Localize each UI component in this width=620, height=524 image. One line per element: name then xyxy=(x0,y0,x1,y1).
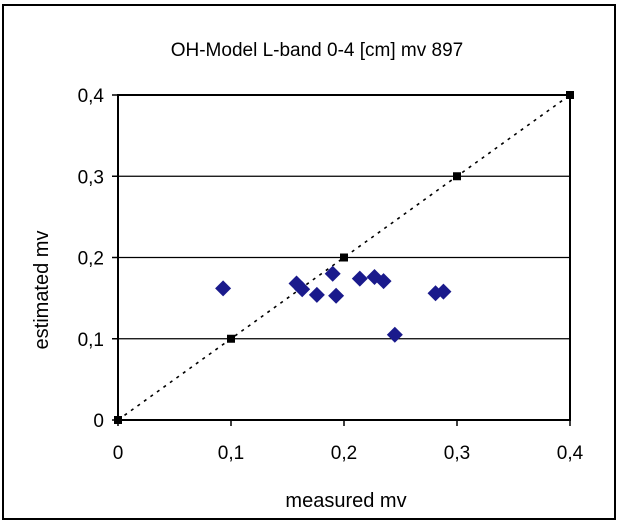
y-tick-label: 0,3 xyxy=(78,167,104,188)
data-point xyxy=(375,273,392,290)
data-point xyxy=(351,270,368,287)
data-point xyxy=(435,283,452,300)
scatter-chart: OH-Model L-band 0-4 [cm] mv 897 00,10,20… xyxy=(31,40,584,512)
x-tick-label: 0,2 xyxy=(331,443,357,464)
x-tick-label: 0,1 xyxy=(218,443,244,464)
x-axis-title: measured mv xyxy=(285,490,406,512)
data-point xyxy=(294,281,311,298)
data-point xyxy=(328,287,345,304)
x-tick-label: 0,3 xyxy=(444,443,470,464)
reference-marker xyxy=(566,91,574,99)
y-tick-label: 0,1 xyxy=(78,330,104,351)
plot-area: 0 0,1 0,2 0,3 0,4 0 0,1 0,2 0,3 0,4 xyxy=(78,86,584,464)
chart-title: OH-Model L-band 0-4 [cm] mv 897 xyxy=(171,40,464,61)
chart-frame: OH-Model L-band 0-4 [cm] mv 897 0 0,1 0,2 0… xyxy=(2,4,616,520)
x-tick-label: 0,4 xyxy=(557,443,584,464)
data-point xyxy=(215,280,232,297)
reference-marker xyxy=(340,253,348,262)
data-point xyxy=(324,265,341,282)
y-tick-label: 0,4 xyxy=(78,86,105,107)
data-point xyxy=(386,326,403,343)
reference-marker xyxy=(114,416,122,424)
y-axis-title: estimated mv xyxy=(31,231,53,350)
reference-marker xyxy=(227,334,235,343)
y-tick-label: 0,2 xyxy=(78,249,104,270)
y-tick-label: 0 xyxy=(93,411,104,432)
data-point xyxy=(308,286,325,303)
x-tick-label: 0 xyxy=(113,443,124,464)
reference-marker xyxy=(453,172,461,181)
